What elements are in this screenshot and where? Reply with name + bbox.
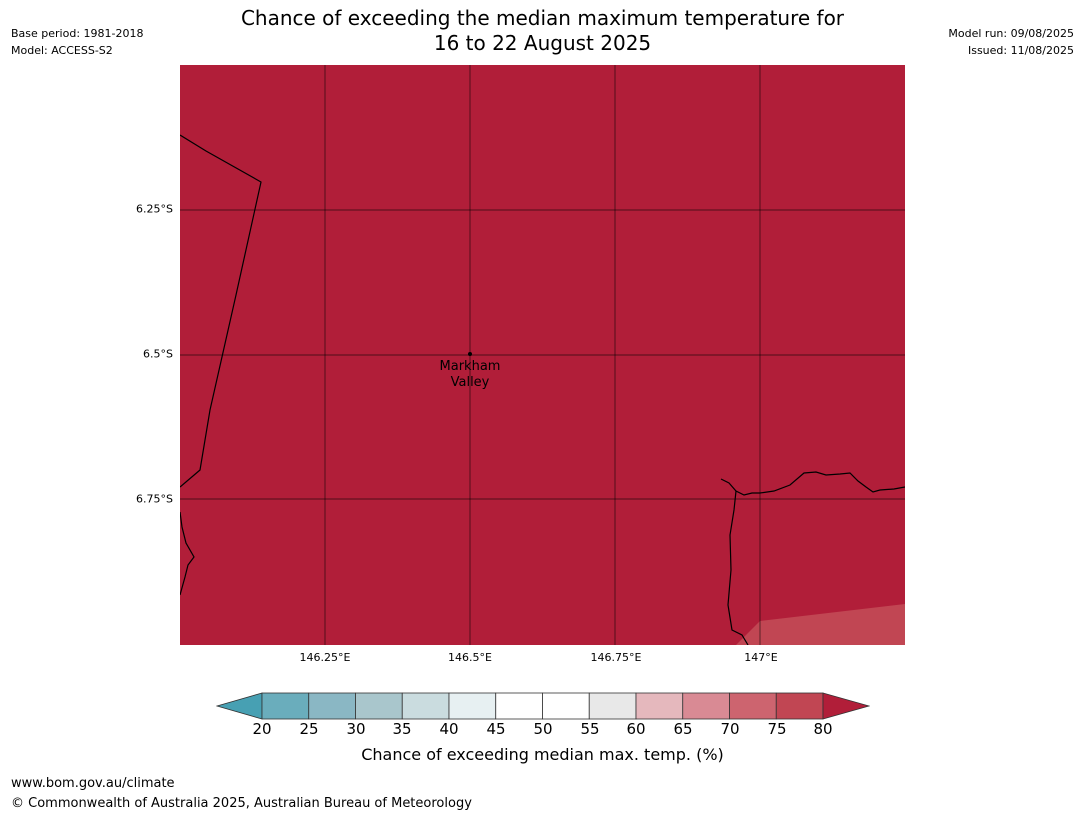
colorbar-cell	[355, 692, 403, 720]
longitude-label: 146.25°E	[299, 651, 351, 664]
base-period: Base period: 1981-2018	[11, 27, 144, 40]
colorbar-tick: 45	[486, 720, 506, 738]
longitude-label: 147°E	[744, 651, 778, 664]
model-run: Model run: 09/08/2025	[948, 27, 1074, 40]
metadata-left: Base period: 1981-2018 Model: ACCESS-S2	[11, 25, 143, 59]
metadata-right: Model run: 09/08/2025 Issued: 11/08/2025	[948, 25, 1074, 59]
coastlines-borders	[180, 134, 905, 645]
longitude-label: 146.5°E	[448, 651, 492, 664]
colorbar-cell	[495, 692, 543, 720]
colorbar-cell	[588, 692, 637, 720]
place-label: Markham Valley	[410, 359, 530, 391]
colorbar-tick: 35	[392, 720, 412, 738]
colorbar-cell	[308, 692, 356, 720]
colorbar-tick: 20	[252, 720, 272, 738]
model-name: Model: ACCESS-S2	[11, 44, 113, 57]
colorbar-tick: 50	[533, 720, 553, 738]
colorbar-tick: 80	[813, 720, 833, 738]
colorbar-tick: 75	[767, 720, 787, 738]
border-line	[180, 134, 262, 488]
longitude-label: 146.75°E	[590, 651, 642, 664]
latitude-label: 6.75°S	[136, 492, 173, 506]
latitude-label: 6.25°S	[136, 202, 173, 216]
map-panel[interactable]	[180, 65, 905, 645]
east-coastline	[720, 471, 905, 496]
colorbar	[216, 692, 870, 720]
colorbar-tick: 60	[626, 720, 646, 738]
colorbar-tick: 70	[720, 720, 740, 738]
probability-fill-75	[736, 604, 905, 645]
issued-date: Issued: 11/08/2025	[967, 44, 1074, 57]
title-line-2: 16 to 22 August 2025	[433, 31, 652, 55]
colorbar-cell	[775, 692, 824, 720]
colorbar-cell	[448, 692, 497, 720]
graticule	[180, 65, 905, 645]
colorbar-cell	[635, 692, 684, 720]
place-name-line-1: Markham	[439, 359, 501, 374]
map-title: Chance of exceeding the median maximum t…	[180, 6, 905, 56]
place-marker	[468, 352, 472, 356]
place-name-line-2: Valley	[450, 375, 490, 390]
colorbar-tick: 30	[346, 720, 366, 738]
colorbar-cell	[542, 692, 590, 720]
west-coastline	[180, 511, 195, 596]
colorbar-extend-low	[216, 692, 263, 720]
map-canvas	[180, 65, 905, 645]
colorbar-tick: 55	[580, 720, 600, 738]
colorbar-tick: 40	[439, 720, 459, 738]
footer-url[interactable]: www.bom.gov.au/climate	[11, 776, 175, 791]
colorbar-cell	[682, 692, 730, 720]
latitude-label: 6.5°S	[143, 347, 173, 361]
colorbar-cell	[729, 692, 777, 720]
colorbar-extend-high	[822, 692, 870, 720]
colorbar-cell	[261, 692, 310, 720]
huon-coastline	[727, 490, 749, 645]
colorbar-tick: 25	[299, 720, 319, 738]
title-line-1: Chance of exceeding the median maximum t…	[240, 6, 845, 30]
colorbar-label: Chance of exceeding median max. temp. (%…	[361, 745, 724, 764]
colorbar-cell	[401, 692, 450, 720]
footer-copyright: © Commonwealth of Australia 2025, Austra…	[11, 796, 472, 811]
colorbar-tick: 65	[673, 720, 693, 738]
